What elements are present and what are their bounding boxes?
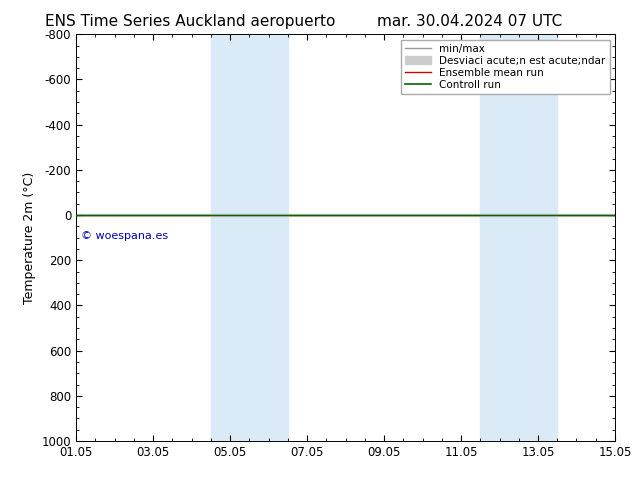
Y-axis label: Temperature 2m (°C): Temperature 2m (°C) [23,172,36,304]
Bar [480,34,519,441]
Bar [519,34,557,441]
Text: ENS Time Series Auckland aeropuerto: ENS Time Series Auckland aeropuerto [45,14,335,29]
Bar [210,34,249,441]
Legend: min/max, Desviaci acute;n est acute;ndar, Ensemble mean run, Controll run: min/max, Desviaci acute;n est acute;ndar… [401,40,610,94]
Text: © woespana.es: © woespana.es [81,231,169,241]
Bar [249,34,288,441]
Text: mar. 30.04.2024 07 UTC: mar. 30.04.2024 07 UTC [377,14,562,29]
